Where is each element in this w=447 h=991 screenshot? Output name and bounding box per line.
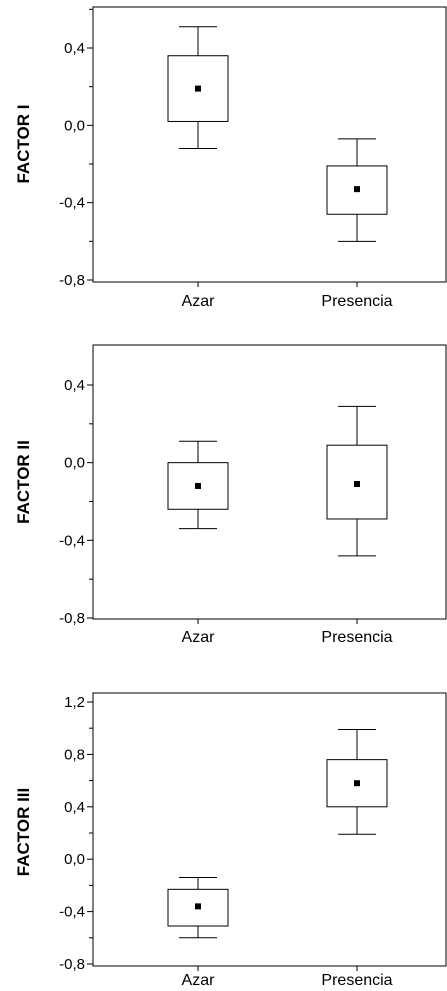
panel-1-y-tick-label: -0,4 bbox=[59, 195, 85, 212]
panel-3-azar-mean-marker bbox=[195, 903, 201, 910]
panel-3-y-axis-label: FACTOR III bbox=[14, 788, 33, 876]
panel-3-y-tick-label: 1,2 bbox=[64, 694, 85, 711]
panel-1-y-tick-label: 0,0 bbox=[64, 117, 85, 134]
panel-3-y-tick-label: -0,8 bbox=[59, 956, 85, 973]
panel-1-x-tick-label: Presencia bbox=[321, 293, 392, 310]
panel-3-x-tick-label: Presencia bbox=[321, 972, 392, 989]
panel-3-y-tick-label: 0,4 bbox=[64, 799, 85, 816]
panel-3-x-tick-label: Azar bbox=[182, 972, 216, 989]
panel-2-azar-mean-marker bbox=[195, 482, 201, 489]
panel-3-plot-frame bbox=[92, 692, 447, 967]
panel-1-y-tick-label: -0,8 bbox=[59, 272, 85, 289]
panel-3-presencia-mean-marker bbox=[354, 780, 360, 787]
panel-1-y-tick-label: 0,4 bbox=[64, 40, 85, 57]
panel-1-plot-frame bbox=[92, 6, 447, 283]
panel-1-y-axis-label: FACTOR I bbox=[14, 104, 33, 183]
panel-1-azar-mean-marker bbox=[195, 85, 201, 92]
panel-3-y-tick-label: 0,0 bbox=[64, 851, 85, 868]
panel-2-presencia-mean-marker bbox=[354, 481, 360, 488]
panel-2-x-tick-label: Azar bbox=[182, 629, 216, 646]
panel-3-y-tick-label: 0,8 bbox=[64, 746, 85, 763]
panel-1-x-tick-label: Azar bbox=[182, 293, 216, 310]
panel-2-x-tick-label: Presencia bbox=[321, 629, 392, 646]
panel-2-y-tick-label: 0,4 bbox=[64, 377, 85, 394]
panel-2-y-tick-label: -0,4 bbox=[59, 532, 85, 549]
panel-2-y-tick-label: 0,0 bbox=[64, 455, 85, 472]
panel-1-presencia-mean-marker bbox=[354, 186, 360, 193]
panel-2-plot-frame bbox=[92, 344, 447, 620]
panel-2-y-tick-label: -0,8 bbox=[59, 610, 85, 627]
panel-2-y-axis-label: FACTOR II bbox=[14, 440, 33, 524]
panel-3-y-tick-label: -0,4 bbox=[59, 904, 85, 921]
